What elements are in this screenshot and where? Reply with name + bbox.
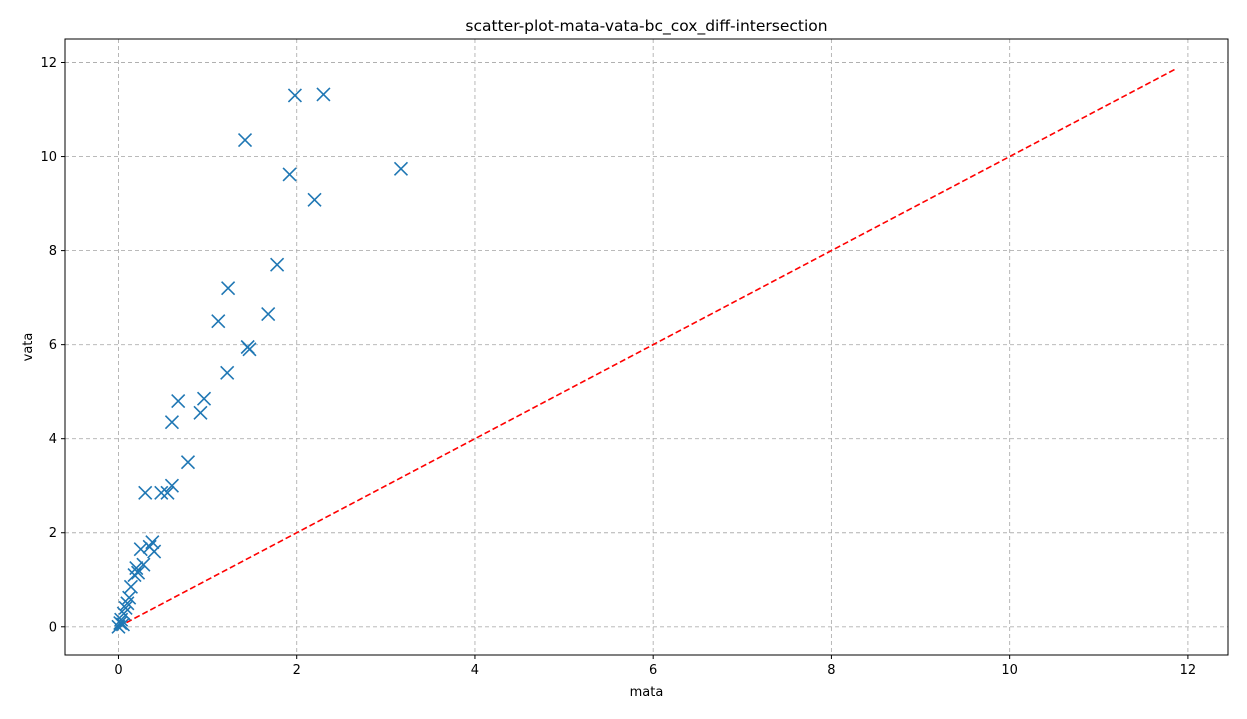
y-tick-label: 2 [49,526,57,541]
y-axis-label: vata [21,333,36,362]
x-axis-label: mata [630,685,664,700]
axis-ticks: 0 2 4 6 8 10 12 0 2 4 6 8 10 12 [40,56,1196,678]
scatter-point [115,617,130,632]
scatter-point [160,485,175,500]
y-tick-label: 0 [49,620,57,635]
scatter-point [154,485,169,500]
scatter-point [136,557,151,572]
scatter-point [171,394,186,409]
y-tick-label: 12 [40,56,57,71]
scatter-point [120,596,135,611]
scatter-point [116,606,131,621]
scatter-point [261,307,276,322]
x-tick-label: 8 [827,663,835,678]
scatter-point [282,167,297,182]
scatter-point [270,257,285,272]
scatter-point [220,365,235,380]
scatter-points [111,87,409,634]
x-tick-label: 0 [114,663,122,678]
scatter-point [113,615,128,631]
scatter-point [242,342,257,357]
x-tick-label: 6 [649,663,657,678]
y-tick-label: 6 [49,338,57,353]
scatter-point [180,455,196,470]
reference-line-layer [118,67,1178,628]
x-tick-label: 2 [293,663,301,678]
scatter-point [131,565,146,580]
x-tick-label: 4 [471,663,479,678]
x-tick-label: 12 [1180,663,1197,678]
y-tick-label: 10 [40,150,57,165]
scatter-point [164,415,180,430]
scatter-point [196,391,212,406]
scatter-point [133,542,148,557]
x-tick-label: 10 [1001,663,1018,678]
scatter-point [147,544,162,559]
scatter-point [193,405,208,420]
scatter-point [237,133,253,148]
plot-frame [64,38,1229,656]
scatter-point [123,579,139,594]
scatter-point [138,485,153,500]
y-tick-label: 4 [49,432,57,447]
scatter-point [307,192,322,207]
scatter-point [287,88,302,103]
chart-title: scatter-plot-mata-vata-bc_cox_diff-inter… [465,17,827,36]
scatter-point [316,87,331,102]
scatter-point [221,281,236,296]
scatter-point [118,600,133,616]
scatter-point [211,314,226,329]
scatter-point [164,478,180,493]
reference-line [118,67,1178,628]
scatter-point [129,560,144,576]
y-tick-label: 8 [49,244,57,259]
grid-lines [65,39,1228,655]
scatter-point [393,161,409,176]
